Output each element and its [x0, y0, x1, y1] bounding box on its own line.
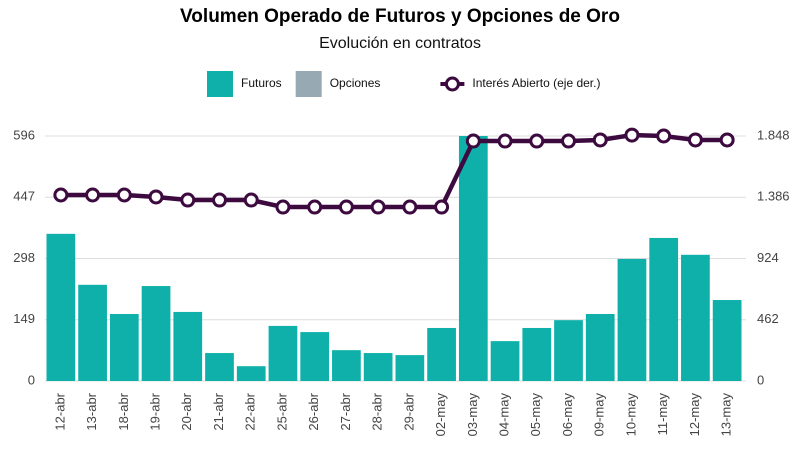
bar: [300, 332, 330, 381]
line-point: [719, 132, 735, 148]
line-point: [370, 199, 386, 215]
bar: [141, 286, 171, 381]
x-tick-label: 21-abr: [211, 392, 226, 430]
x-tick-label: 02-may: [433, 393, 448, 437]
x-tick-label: 10-may: [623, 393, 638, 437]
x-tick-label: 13-abr: [84, 392, 99, 430]
x-tick-label: 03-may: [465, 393, 480, 437]
y-tick-label: 596: [13, 127, 35, 142]
bar: [649, 237, 679, 381]
x-tick-label: 12-abr: [52, 392, 67, 430]
chart-subtitle: Evolución en contratos: [319, 35, 481, 52]
bar: [554, 320, 583, 381]
bar: [458, 136, 488, 381]
line-point: [497, 133, 513, 149]
x-tick-label: 29-abr: [401, 392, 416, 430]
bar: [205, 353, 234, 381]
line-point: [243, 192, 259, 208]
x-tick-label: 12-may: [687, 393, 702, 437]
x-tick-label: 18-abr: [116, 392, 131, 430]
y-tick-label: 447: [13, 189, 35, 204]
y2-tick-label: 0: [757, 372, 764, 387]
y2-tick-label: 462: [757, 311, 779, 326]
y2-tick-label: 924: [757, 250, 779, 265]
line-point: [656, 128, 672, 144]
legend-swatch: [207, 71, 233, 97]
y-tick-label: 0: [28, 372, 35, 387]
bar: [78, 284, 107, 381]
bar: [363, 353, 393, 381]
x-tick-label: 04-may: [496, 393, 511, 437]
y-tick-label: 298: [13, 250, 35, 265]
bar: [173, 311, 203, 381]
legend-swatch: [295, 71, 322, 97]
x-tick-label: 25-abr: [274, 392, 289, 430]
line-point: [53, 187, 69, 203]
bar: [427, 327, 456, 381]
bar: [395, 355, 425, 381]
x-tick-label: 26-abr: [306, 392, 321, 430]
line-point: [465, 133, 481, 149]
x-tick-label: 28-abr: [370, 392, 385, 430]
bar: [617, 258, 647, 381]
line-point: [338, 199, 354, 215]
line-point: [116, 187, 132, 203]
line-point: [180, 192, 196, 208]
bar: [236, 366, 266, 381]
legend-label: Interés Abierto (eje der.): [472, 76, 600, 90]
y2-tick-label: 1.848: [757, 127, 790, 142]
line-point: [402, 199, 418, 215]
legend-label: Opciones: [330, 76, 381, 90]
line-point: [529, 133, 545, 149]
y2-tick-label: 1.386: [757, 189, 790, 204]
legend-label: Futuros: [241, 76, 282, 90]
line-point: [592, 132, 608, 148]
x-tick-label: 27-abr: [338, 392, 353, 430]
bar: [109, 313, 139, 381]
x-tick-label: 05-may: [528, 393, 543, 437]
y-tick-label: 149: [13, 311, 35, 326]
line-point: [561, 133, 576, 149]
x-tick-label: 19-abr: [147, 392, 162, 430]
bar: [681, 254, 710, 381]
line-point: [85, 187, 101, 203]
x-tick-label: 20-abr: [179, 392, 194, 430]
legend-swatch: [444, 76, 460, 92]
line-point: [212, 192, 227, 208]
bar: [585, 313, 615, 381]
bar: [46, 233, 76, 381]
x-tick-label: 06-may: [560, 393, 575, 437]
bar: [268, 325, 298, 381]
line: [60, 132, 728, 210]
bar: [522, 327, 552, 381]
x-tick-label: 13-may: [719, 393, 734, 437]
bar: [332, 350, 361, 381]
line-point: [624, 127, 640, 143]
line-point: [148, 189, 164, 205]
x-tick-label: 09-may: [592, 393, 607, 437]
line-point: [275, 199, 291, 215]
line-point: [434, 199, 450, 215]
bar: [490, 341, 520, 381]
bar: [712, 300, 742, 381]
line-point: [687, 132, 703, 148]
x-tick-label: 11-may: [655, 393, 670, 436]
x-tick-label: 22-abr: [243, 392, 258, 430]
line-point: [307, 199, 323, 215]
chart-title: Volumen Operado de Futuros y Opciones de…: [180, 6, 620, 27]
